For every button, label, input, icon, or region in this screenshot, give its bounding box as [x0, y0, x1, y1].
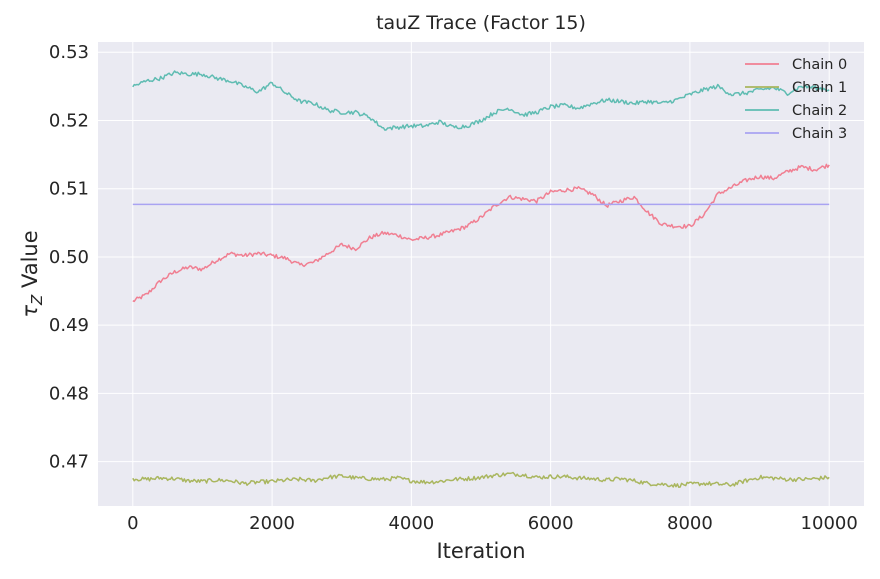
x-tick-label: 6000: [528, 513, 574, 534]
legend-label: Chain 1: [792, 80, 847, 96]
y-tick-label: 0.52: [49, 110, 89, 131]
legend: Chain 0 Chain 1 Chain 2 Chain 3: [745, 57, 847, 142]
series-line-chain-2: [132, 70, 830, 131]
legend-label: Chain 0: [792, 57, 847, 73]
y-tick-label: 0.50: [49, 247, 89, 268]
legend-entry: Chain 1: [745, 80, 847, 96]
y-axis-label-subscript: Z: [28, 294, 46, 306]
x-tick-label: 8000: [667, 513, 713, 534]
y-tick-label: 0.53: [49, 42, 89, 63]
grid-lines: [98, 42, 864, 506]
series-line-chain-0: [132, 163, 830, 303]
legend-entry: Chain 3: [745, 126, 847, 142]
y-axis-label-symbol: τ: [18, 305, 42, 318]
legend-entry: Chain 2: [745, 103, 847, 119]
x-axis-ticks: 0 2000 4000 6000 8000 10000: [127, 513, 858, 534]
legend-label: Chain 2: [792, 103, 847, 119]
legend-label: Chain 3: [792, 126, 847, 142]
legend-entry: Chain 0: [745, 57, 847, 73]
x-tick-label: 2000: [249, 513, 295, 534]
y-axis-label-suffix: Value: [18, 230, 42, 294]
plot-area: [98, 42, 864, 506]
y-tick-label: 0.48: [49, 383, 89, 404]
y-axis-ticks: 0.47 0.48 0.49 0.50 0.51 0.52 0.53: [49, 42, 89, 472]
y-tick-label: 0.47: [49, 452, 89, 473]
y-tick-label: 0.51: [49, 179, 89, 200]
y-axis-label: τZ Value: [18, 230, 46, 317]
series-lines: [132, 70, 830, 488]
x-axis-label: Iteration: [436, 539, 525, 563]
y-tick-label: 0.49: [49, 315, 89, 336]
x-tick-label: 10000: [801, 513, 858, 534]
x-tick-label: 0: [127, 513, 138, 534]
series-line-chain-1: [132, 471, 830, 488]
chart-title: tauZ Trace (Factor 15): [376, 12, 586, 34]
x-tick-label: 4000: [388, 513, 434, 534]
